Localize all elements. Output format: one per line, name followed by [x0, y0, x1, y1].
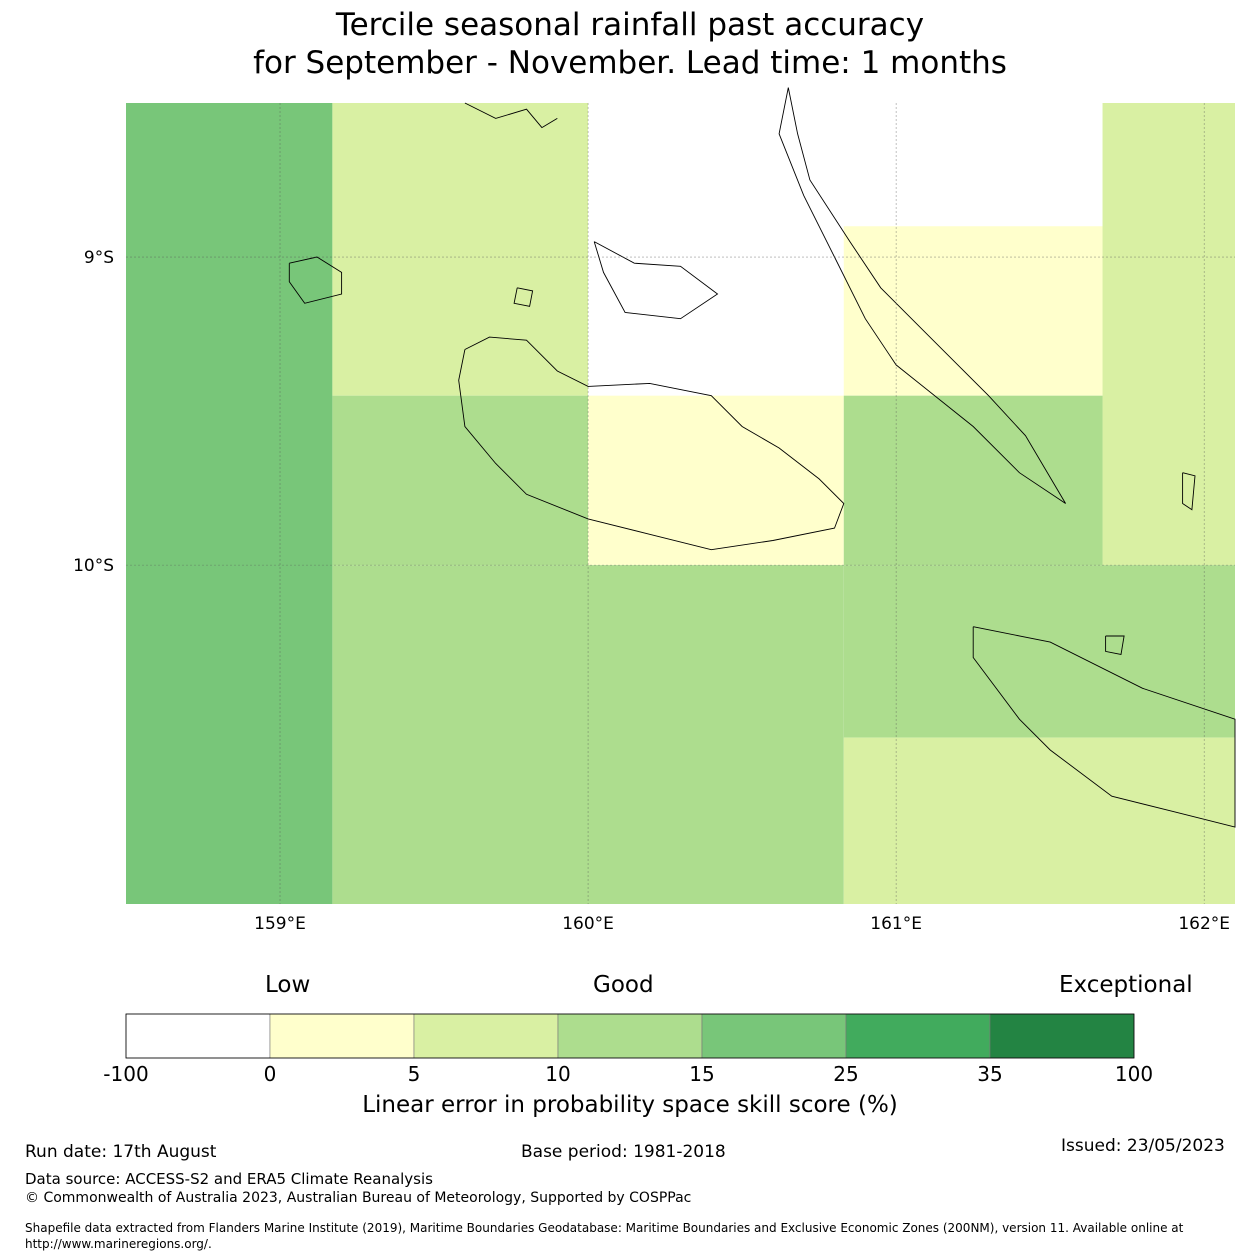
colorbar-bin-2: [413, 1013, 559, 1059]
colorbar-bin-6: [989, 1013, 1135, 1059]
colorbar-bin-3: [557, 1013, 703, 1059]
lat-tick-label: 10°S: [73, 556, 114, 576]
colorbar-low-label: Low: [265, 972, 311, 998]
skill-cell-10: [843, 565, 1235, 738]
run-date: Run date: 17th August: [25, 1142, 217, 1162]
axis-ticks: 159°E 160°E 161°E 162°E 9°S 10°S: [73, 248, 1230, 934]
lon-tick-label: 162°E: [1178, 914, 1230, 934]
colorbar-bin-0: [125, 1013, 271, 1059]
colorbar-frame: [125, 1013, 1135, 1059]
colorbar-exceptional-label: Exceptional: [1059, 972, 1193, 998]
shapefile-credit: Shapefile data extracted from Flanders M…: [25, 1221, 1184, 1251]
coastline-ugi: [1105, 635, 1125, 656]
base-period: Base period: 1981-2018: [521, 1142, 726, 1162]
coastline-savo: [513, 287, 534, 307]
coastline-ulawa: [1182, 472, 1196, 511]
coastline-florida-islands: [593, 241, 719, 320]
skill-cell-11: [843, 737, 1235, 904]
skill-cell-4: [843, 226, 1103, 396]
lon-tick-label: 160°E: [562, 914, 614, 934]
colorbar: [125, 1013, 1135, 1059]
skill-cell-7: [588, 395, 844, 566]
coastline-north-coast-islands: [464, 102, 558, 129]
colorbar-tick-label: 10: [545, 1062, 571, 1086]
skill-cell-8: [843, 395, 1103, 566]
colorbar-tick-label: -100: [103, 1062, 149, 1086]
colorbar-bin-5: [845, 1013, 991, 1059]
skill-cell-3: [843, 103, 1103, 227]
colorbar-tick-label: 15: [689, 1062, 715, 1086]
coastline-russell-islands: [288, 256, 343, 304]
map-title-line2: for September - November. Lead time: 1 m…: [253, 45, 1007, 81]
issued-date: Issued: 23/05/2023: [1061, 1136, 1225, 1156]
skill-cell-0: [126, 103, 333, 904]
skill-cell-2: [588, 103, 844, 396]
colorbar-good-label: Good: [593, 972, 654, 998]
skill-cells: [126, 103, 1235, 904]
colorbar-label: Linear error in probability space skill …: [362, 1092, 898, 1118]
coastlines: [288, 87, 1236, 828]
coastline-guadalcanal: [458, 336, 845, 551]
colorbar-tick-label: 25: [833, 1062, 859, 1086]
colorbar-tick-label: 35: [977, 1062, 1003, 1086]
colorbar-bin-1: [269, 1013, 415, 1059]
lon-tick-label: 159°E: [254, 914, 306, 934]
graticule: [126, 103, 1235, 904]
map-title-line1: Tercile seasonal rainfall past accuracy: [335, 7, 925, 43]
colorbar-bin-4: [701, 1013, 847, 1059]
data-source: Data source: ACCESS-S2 and ERA5 Climate …: [25, 1170, 433, 1188]
skill-cell-1: [332, 103, 589, 396]
colorbar-tick-label: 0: [263, 1062, 277, 1086]
copyright: © Commonwealth of Australia 2023, Austra…: [25, 1190, 692, 1206]
colorbar-tick-label: 5: [407, 1062, 421, 1086]
coastline-malaita: [778, 87, 1066, 504]
colorbar-tick-label: 100: [1114, 1062, 1154, 1086]
skill-cell-5: [1102, 103, 1235, 566]
lat-tick-label: 9°S: [84, 248, 114, 268]
coastline-makira: [972, 626, 1236, 828]
lon-tick-label: 161°E: [870, 914, 922, 934]
skill-cell-6: [332, 395, 589, 566]
